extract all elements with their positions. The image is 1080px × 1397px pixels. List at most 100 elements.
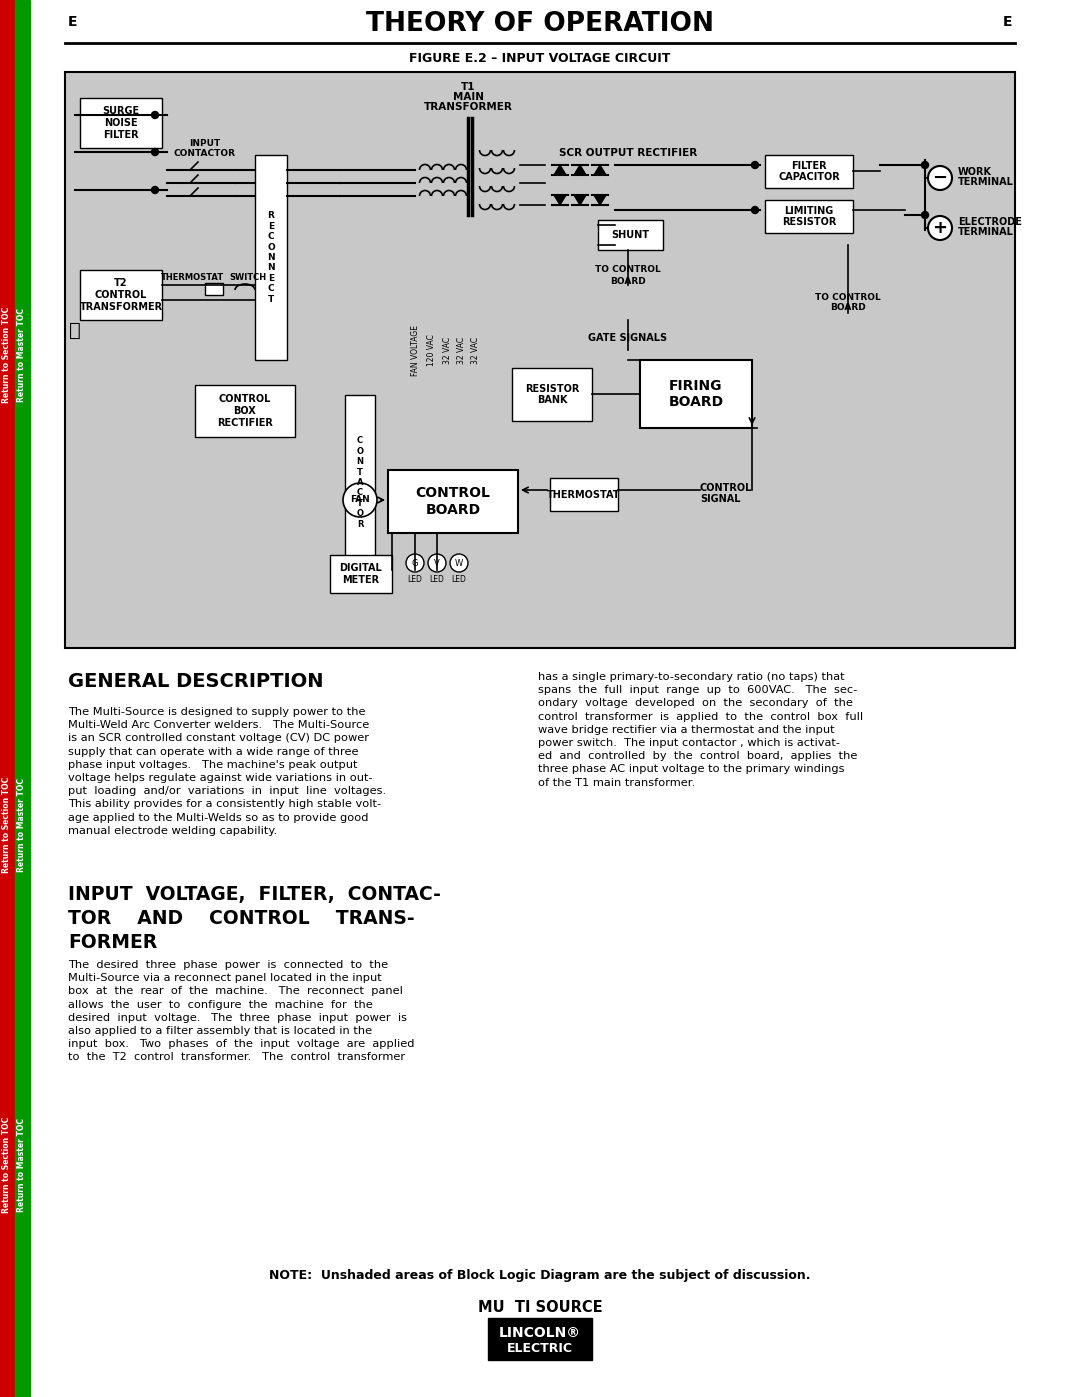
Text: SHUNT: SHUNT (611, 231, 649, 240)
Text: Return to Section TOC: Return to Section TOC (2, 777, 12, 873)
Text: TO CONTROL: TO CONTROL (815, 293, 881, 303)
Text: INPUT: INPUT (189, 138, 220, 148)
Text: V: V (434, 559, 440, 567)
Text: FAN VOLTAGE: FAN VOLTAGE (410, 324, 419, 376)
Text: 32 VAC: 32 VAC (444, 337, 453, 363)
Text: Return to Master TOC: Return to Master TOC (17, 307, 27, 402)
Circle shape (752, 162, 758, 169)
Text: TERMINAL: TERMINAL (958, 177, 1014, 187)
Circle shape (928, 217, 951, 240)
Polygon shape (573, 196, 586, 205)
Text: CONTROL
BOX
RECTIFIER: CONTROL BOX RECTIFIER (217, 394, 273, 427)
Text: TRANSFORMER: TRANSFORMER (423, 102, 512, 112)
Text: SWITCH: SWITCH (229, 274, 267, 282)
Bar (80, 270, 162, 320)
Bar (15, 0, 30, 1397)
Text: G: G (411, 559, 418, 567)
Circle shape (151, 187, 159, 194)
Text: FIRING
BOARD: FIRING BOARD (669, 379, 724, 409)
Text: DIGITAL
METER: DIGITAL METER (339, 563, 382, 585)
Bar (330, 555, 392, 592)
Text: CONTACTOR: CONTACTOR (174, 148, 237, 158)
Text: The  desired  three  phase  power  is  connected  to  the
Multi-Source via a rec: The desired three phase power is connect… (68, 960, 415, 1062)
Text: SCR OUTPUT RECTIFIER: SCR OUTPUT RECTIFIER (558, 148, 697, 158)
Bar (550, 478, 618, 511)
Bar (512, 367, 592, 420)
Bar (255, 155, 287, 360)
Text: MU  TI SOURCE: MU TI SOURCE (477, 1299, 603, 1315)
Text: −: − (932, 169, 947, 187)
Text: FAN: FAN (350, 496, 369, 504)
Bar (0, 0, 15, 1397)
Polygon shape (554, 165, 566, 175)
Text: THERMOSTAT: THERMOSTAT (548, 489, 621, 500)
Bar (388, 469, 518, 534)
Bar (80, 98, 162, 148)
Text: INPUT  VOLTAGE,  FILTER,  CONTAC-: INPUT VOLTAGE, FILTER, CONTAC- (68, 886, 441, 904)
Text: E: E (1002, 15, 1012, 29)
Text: WORK: WORK (958, 168, 993, 177)
Text: FIGURE E.2 – INPUT VOLTAGE CIRCUIT: FIGURE E.2 – INPUT VOLTAGE CIRCUIT (409, 52, 671, 64)
Text: LED: LED (407, 576, 422, 584)
Circle shape (151, 112, 159, 119)
Bar (65, 73, 1015, 648)
Text: CONTROL
BOARD: CONTROL BOARD (416, 486, 490, 517)
Text: BOARD: BOARD (831, 303, 866, 313)
Text: T2
CONTROL
TRANSFORMER: T2 CONTROL TRANSFORMER (80, 278, 163, 312)
Bar (488, 1317, 592, 1361)
Text: GATE SIGNALS: GATE SIGNALS (589, 332, 667, 344)
Text: +: + (932, 219, 947, 237)
Polygon shape (554, 196, 566, 205)
Text: LED: LED (451, 576, 467, 584)
Text: 32 VAC: 32 VAC (472, 337, 481, 363)
Text: LINCOLN®: LINCOLN® (499, 1326, 581, 1340)
Polygon shape (594, 165, 606, 175)
Text: TOR    AND    CONTROL    TRANS-: TOR AND CONTROL TRANS- (68, 909, 415, 928)
Circle shape (343, 483, 377, 517)
Text: THERMOSTAT: THERMOSTAT (161, 274, 224, 282)
Text: GENERAL DESCRIPTION: GENERAL DESCRIPTION (68, 672, 324, 692)
Text: Return to Section TOC: Return to Section TOC (2, 307, 12, 404)
Text: Return to Master TOC: Return to Master TOC (17, 1118, 27, 1213)
Bar (345, 395, 375, 570)
Text: 32 VAC: 32 VAC (458, 337, 467, 363)
Text: ⏚: ⏚ (69, 320, 81, 339)
Bar (640, 360, 752, 427)
Text: W: W (455, 559, 463, 567)
Polygon shape (594, 196, 606, 205)
Circle shape (428, 555, 446, 571)
Text: ELECTRIC: ELECTRIC (507, 1343, 573, 1355)
Text: BOARD: BOARD (610, 277, 646, 285)
Text: RESISTOR
BANK: RESISTOR BANK (525, 384, 579, 405)
Circle shape (752, 207, 758, 214)
Text: NOTE:  Unshaded areas of Block Logic Diagram are the subject of discussion.: NOTE: Unshaded areas of Block Logic Diag… (269, 1268, 811, 1281)
Text: Return to Section TOC: Return to Section TOC (2, 1116, 12, 1213)
Text: FORMER: FORMER (68, 933, 158, 951)
Circle shape (450, 555, 468, 571)
Bar (765, 200, 853, 233)
Text: SIGNAL: SIGNAL (700, 495, 741, 504)
Bar (765, 155, 853, 189)
Text: E: E (68, 15, 78, 29)
Text: has a single primary-to-secondary ratio (no taps) that
spans  the  full  input  : has a single primary-to-secondary ratio … (538, 672, 863, 788)
Bar (195, 386, 295, 437)
Bar (205, 284, 222, 295)
Polygon shape (573, 165, 586, 175)
Circle shape (921, 162, 929, 169)
Bar (598, 219, 663, 250)
Text: 120 VAC: 120 VAC (428, 334, 436, 366)
Circle shape (151, 148, 159, 155)
Text: TO CONTROL: TO CONTROL (595, 265, 661, 274)
Text: TERMINAL: TERMINAL (958, 226, 1014, 237)
Text: The Multi-Source is designed to supply power to the
Multi-Weld Arc Converter wel: The Multi-Source is designed to supply p… (68, 707, 387, 835)
Text: THEORY OF OPERATION: THEORY OF OPERATION (366, 11, 714, 36)
Text: T1: T1 (461, 82, 475, 92)
Text: C
O
N
T
A
C
T
O
R: C O N T A C T O R (356, 436, 364, 528)
Text: Return to Master TOC: Return to Master TOC (17, 778, 27, 872)
Circle shape (406, 555, 424, 571)
Text: R
E
C
O
N
N
E
C
T: R E C O N N E C T (267, 211, 275, 303)
Text: SURGE
NOISE
FILTER: SURGE NOISE FILTER (103, 106, 139, 140)
Text: ELECTRODE: ELECTRODE (958, 217, 1022, 226)
Circle shape (921, 211, 929, 218)
Text: FILTER
CAPACITOR: FILTER CAPACITOR (778, 161, 840, 182)
